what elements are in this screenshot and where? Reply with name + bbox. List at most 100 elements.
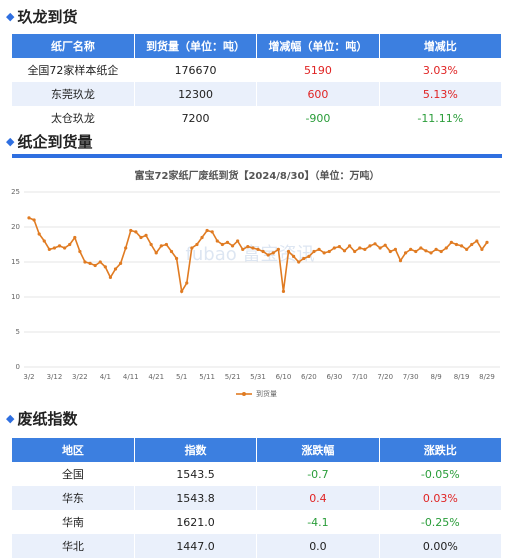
cell: 1543.8 (134, 486, 258, 510)
cell: -0.7 (256, 462, 380, 486)
point (129, 228, 133, 233)
point (302, 256, 306, 261)
point (236, 239, 240, 243)
row: 全国72家样本纸企 176670 5190 3.03% (12, 58, 503, 82)
point (353, 249, 357, 254)
point (256, 247, 260, 251)
point (220, 242, 224, 247)
point (332, 246, 336, 250)
point (93, 263, 97, 268)
point (465, 247, 469, 251)
point (429, 251, 433, 255)
point (73, 235, 77, 240)
x-tick-label: 4/21 (148, 373, 164, 381)
x-tick-label: 4/1 (100, 373, 111, 381)
cell: 华东 (12, 486, 135, 510)
point (261, 249, 265, 254)
row: 华东 1543.8 0.4 0.03% (12, 486, 503, 510)
point (241, 247, 245, 251)
point (210, 230, 214, 234)
cell: 12300 (134, 82, 258, 106)
cell: 全国 (12, 462, 135, 486)
cell: -900 (256, 106, 380, 130)
y-tick-label: 20 (11, 223, 20, 231)
divider (12, 154, 502, 158)
chart: 富宝72家纸厂废纸到货【2024/8/30】（单位：万吨） fubao 富宝资讯 0… (11, 169, 500, 398)
point (251, 246, 255, 250)
cell: -11.11% (379, 106, 503, 130)
x-tick-label: 5/21 (225, 373, 241, 381)
point (393, 247, 397, 251)
cell: 全国72家样本纸企 (12, 58, 135, 82)
cell: -0.05% (379, 462, 503, 486)
section-title: ◆ 玖龙到货 (6, 8, 78, 26)
x-tick-label: 3/12 (47, 373, 63, 381)
point (444, 246, 448, 250)
point (134, 230, 138, 234)
cell: 1621.0 (134, 510, 258, 534)
cell: 0.00% (379, 534, 503, 558)
section-title: ◆ 纸企到货量 (6, 133, 93, 151)
x-tick-label: 7/20 (377, 373, 393, 381)
point (363, 247, 367, 251)
point (57, 244, 62, 248)
point (185, 281, 189, 285)
cell: 0.4 (256, 486, 380, 510)
row: 全国 1543.5 -0.7 -0.05% (12, 462, 503, 486)
point (342, 249, 347, 253)
cell: 0.03% (379, 486, 503, 510)
header-cell: 纸厂名称 (12, 34, 135, 58)
x-tick-label: 6/10 (276, 373, 292, 381)
point (348, 244, 352, 248)
point (419, 246, 423, 250)
point (409, 247, 413, 251)
point (403, 251, 408, 255)
cell: 1447.0 (134, 534, 258, 558)
section-title-text: 纸企到货量 (17, 133, 93, 151)
cell: -0.25% (379, 510, 503, 534)
point (266, 253, 270, 257)
point (322, 251, 326, 255)
point (337, 245, 342, 249)
point (378, 246, 382, 250)
point (174, 256, 179, 261)
x-tick-label: 5/31 (250, 373, 266, 381)
point (169, 249, 174, 254)
cell: 1543.5 (134, 462, 258, 486)
header-cell: 增减比 (379, 34, 503, 58)
point (200, 235, 204, 240)
point (27, 216, 31, 220)
x-tick-label: 4/11 (123, 373, 139, 381)
cell: -4.1 (256, 510, 380, 534)
point (358, 246, 362, 250)
point (225, 240, 230, 244)
point (439, 249, 443, 254)
y-tick-label: 5 (16, 328, 20, 336)
row: 华北 1447.0 0.0 0.00% (12, 534, 503, 558)
point (246, 245, 250, 249)
point (47, 247, 51, 251)
point (398, 259, 403, 263)
point (312, 249, 316, 254)
point (98, 260, 102, 264)
x-tick-label: 6/20 (301, 373, 317, 381)
header-cell: 地区 (12, 438, 135, 462)
y-tick-label: 10 (11, 293, 20, 301)
point (144, 233, 148, 237)
point (88, 261, 92, 265)
cell: 华南 (12, 510, 135, 534)
section-title-text: 玖龙到货 (17, 8, 78, 26)
point (52, 246, 57, 250)
cell: 华北 (12, 534, 135, 558)
point (388, 249, 392, 254)
point (32, 218, 36, 222)
x-tick-label: 3/2 (23, 373, 34, 381)
x-tick-label: 3/22 (72, 373, 88, 381)
point (475, 239, 479, 243)
point (124, 246, 128, 250)
point (205, 228, 209, 233)
cell: 5190 (256, 58, 380, 82)
header-cell: 涨跌幅 (256, 438, 380, 462)
point (139, 235, 143, 240)
